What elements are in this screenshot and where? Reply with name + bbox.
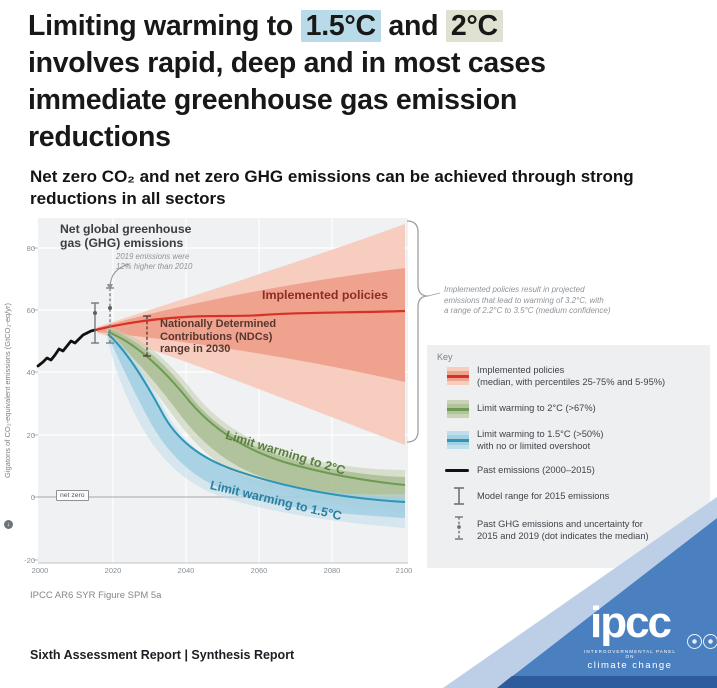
- report-footer: Sixth Assessment Report | Synthesis Repo…: [30, 648, 295, 662]
- legend-item-15c: Limit warming to 1.5°C (>50%) with no or…: [477, 429, 604, 451]
- ndc-label: Nationally Determined Contributions (NDC…: [160, 318, 277, 355]
- legend-item-past: Past emissions (2000–2015): [477, 465, 595, 475]
- subtitle: Net zero CO₂ and net zero GHG emissions …: [30, 167, 634, 208]
- y-axis-ticks: [33, 247, 38, 561]
- net-zero-tag: net zero: [56, 490, 89, 501]
- y-tick-60: 60: [26, 306, 35, 315]
- limit-2c-band-outer: [106, 326, 405, 512]
- median-dot-2015: [93, 311, 97, 315]
- limit-2c-line: [107, 331, 406, 486]
- title-line-3: immediate greenhouse gas emission: [28, 84, 518, 116]
- x-tick-2100: 2100: [395, 566, 413, 575]
- ipcc-logo-subtitle-1: INTERGOVERNMENTAL PANEL ON: [584, 649, 676, 659]
- chart-title: Net global greenhouse gas (GHG) emission…: [60, 222, 192, 250]
- x-tick-2040: 2040: [177, 566, 195, 575]
- implemented-policies-swatch: [447, 367, 469, 385]
- annotation-arrow-2019: [109, 263, 130, 287]
- x-tick-2060: 2060: [250, 566, 268, 575]
- annotation-2019: 2019 emissions were 12% higher than 2010: [116, 252, 193, 271]
- y-tick-80: 80: [26, 244, 35, 253]
- brace-connector: [427, 292, 441, 297]
- implemented-policies-band-25-75: [97, 268, 405, 382]
- legend-item-model-range: Model range for 2015 emissions: [477, 491, 610, 501]
- past-ghg-uncertainty-glyph-icon: [455, 516, 463, 540]
- page-title: Limiting warming to 1.5°C and 2°C involv…: [28, 8, 696, 156]
- title-highlight-1-5c: 1.5°C: [300, 10, 381, 42]
- past-emissions-swatch: [445, 469, 469, 472]
- ipcc-logo-text: ipcc: [589, 598, 672, 647]
- model-range-2015-whisker: [91, 302, 99, 344]
- ipcc-logo-subtitle-2: climate change: [587, 659, 673, 671]
- title-line-2: involves rapid, deep and in most cases: [28, 47, 546, 79]
- projection-note: Implemented policies result in projected…: [444, 285, 611, 315]
- legend-title: Key: [437, 352, 453, 362]
- x-tick-2080: 2080: [323, 566, 341, 575]
- implemented-policies-line: [94, 309, 406, 332]
- y-axis-direction-icon: ↓: [4, 520, 13, 529]
- limit-15c-line: [107, 333, 406, 503]
- legend-panel: Key Implemented policies (median, with p…: [427, 345, 710, 568]
- wmo-emblem-icon: [687, 634, 702, 649]
- legend-item-implemented: Implemented policies (median, with perce…: [477, 365, 666, 387]
- ipcc-logo: ipcc INTERGOVERNMENTAL PANEL ON climate …: [582, 600, 678, 671]
- ndc-range-whisker: [143, 315, 151, 357]
- annotation-arrowhead: [107, 284, 113, 291]
- x-tick-2000: 2000: [31, 566, 49, 575]
- limit-15c-swatch: [447, 431, 469, 449]
- y-tick-40: 40: [26, 368, 35, 377]
- title-text-a: Limiting warming to: [28, 10, 294, 42]
- title-highlight-2c: 2°C: [445, 10, 503, 42]
- y-axis-label: Gigatons of CO₂-equivalent emissions (Gt…: [3, 302, 12, 478]
- x-tick-2020: 2020: [104, 566, 122, 575]
- median-dot-2019: [108, 306, 112, 310]
- title-line-4: reductions: [28, 121, 171, 153]
- title-line-1: Limiting warming to 1.5°C and 2°C: [28, 8, 696, 45]
- model-range-glyph-icon: [454, 487, 464, 505]
- projection-brace: [406, 220, 429, 443]
- un-emblem-icon: [703, 634, 717, 649]
- y-tick-0: 0: [30, 493, 35, 502]
- past-emissions-line: [36, 328, 97, 368]
- figure-caption: IPCC AR6 SYR Figure SPM 5a: [30, 590, 162, 601]
- implemented-policies-label: Implemented policies: [262, 288, 389, 302]
- limit-2c-swatch: [447, 400, 469, 418]
- legend-item-2c: Limit warming to 2°C (>67%): [477, 403, 596, 413]
- title-text-b: and: [388, 10, 439, 42]
- limit-2c-band: [108, 329, 405, 502]
- y-tick-neg20: -20: [24, 556, 35, 565]
- legend-item-past-ghg: Past GHG emissions and uncertainty for 2…: [477, 519, 649, 541]
- y-tick-20: 20: [26, 431, 35, 440]
